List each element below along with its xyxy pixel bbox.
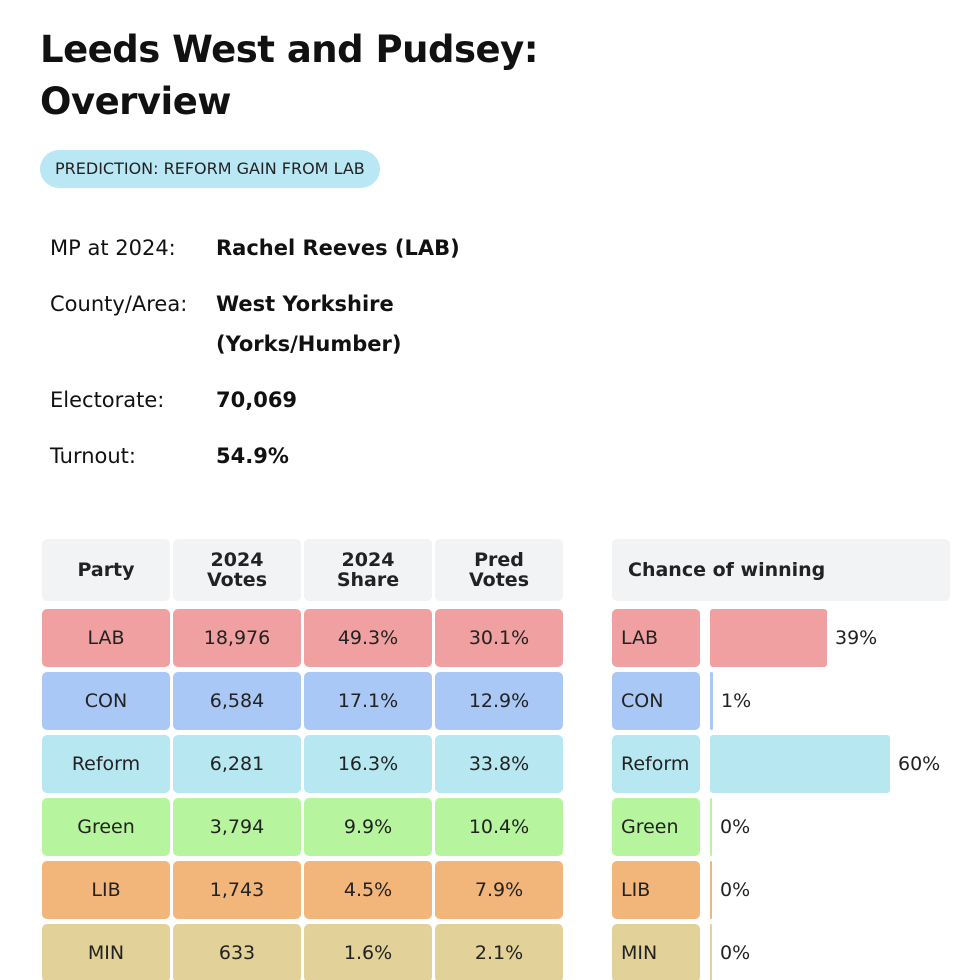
header-pred-votes: Pred Votes (435, 539, 563, 601)
pred-cell: 33.8% (435, 735, 563, 793)
votes-cell: 18,976 (173, 609, 301, 667)
share-cell: 16.3% (304, 735, 432, 793)
votes-cell: 633 (173, 924, 301, 980)
header-line-2: Share (336, 569, 400, 591)
chance-percent: 0% (720, 816, 751, 838)
share-cell: 4.5% (304, 861, 432, 919)
party-cell: MIN (42, 924, 170, 980)
area-value-line-2: (Yorks/Humber) (216, 332, 402, 356)
party-cell: Green (42, 798, 170, 856)
area-value-line-1: West Yorkshire (216, 292, 394, 316)
electorate-label: Electorate: (50, 388, 165, 412)
mp-row: MP at 2024: Rachel Reeves (LAB) (50, 236, 460, 294)
party-cell: LIB (42, 861, 170, 919)
header-line-1: Party (77, 559, 135, 581)
turnout-row: Turnout: 54.9% (50, 444, 460, 502)
constituency-info: MP at 2024: Rachel Reeves (LAB) County/A… (50, 236, 460, 502)
header-line-1: 2024 (210, 549, 264, 571)
chance-party-label: Green (612, 798, 700, 856)
header-party: Party (42, 539, 170, 601)
mp-label: MP at 2024: (50, 236, 176, 260)
pred-cell: 2.1% (435, 924, 563, 980)
title-line-1: Leeds West and Pudsey: (40, 28, 539, 71)
chance-bar (710, 924, 712, 980)
chance-percent: 0% (720, 879, 751, 901)
pred-cell: 12.9% (435, 672, 563, 730)
pred-cell: 10.4% (435, 798, 563, 856)
chance-bar (710, 735, 890, 793)
chance-party-label: MIN (612, 924, 700, 980)
chance-bar (710, 798, 712, 856)
title-line-2: Overview (40, 80, 232, 123)
turnout-label: Turnout: (50, 444, 136, 468)
votes-cell: 6,281 (173, 735, 301, 793)
chance-percent: 1% (721, 690, 752, 712)
chance-party-label: Reform (612, 735, 700, 793)
chance-bar (710, 861, 712, 919)
share-cell: 49.3% (304, 609, 432, 667)
chance-bar (710, 609, 827, 667)
chance-party-label: LAB (612, 609, 700, 667)
pred-cell: 30.1% (435, 609, 563, 667)
votes-cell: 3,794 (173, 798, 301, 856)
electorate-row: Electorate: 70,069 (50, 388, 460, 446)
header-line-1: 2024 (341, 549, 395, 571)
turnout-value: 54.9% (216, 444, 289, 468)
party-cell: LAB (42, 609, 170, 667)
party-cell: CON (42, 672, 170, 730)
header-line-2: Votes (469, 569, 529, 591)
prediction-badge: PREDICTION: REFORM GAIN FROM LAB (40, 150, 380, 188)
pred-cell: 7.9% (435, 861, 563, 919)
area-label: County/Area: (50, 292, 188, 316)
votes-cell: 1,743 (173, 861, 301, 919)
chance-bar (710, 672, 713, 730)
chance-percent: 39% (835, 627, 878, 649)
chance-party-label: LIB (612, 861, 700, 919)
area-value: West Yorkshire (Yorks/Humber) (216, 292, 402, 390)
share-cell: 17.1% (304, 672, 432, 730)
page-title: Leeds West and Pudsey: Overview (40, 24, 640, 128)
chance-party-label: CON (612, 672, 700, 730)
header-line-2: Votes (207, 569, 267, 591)
votes-cell: 6,584 (173, 672, 301, 730)
chance-header: Chance of winning (612, 539, 950, 601)
share-cell: 1.6% (304, 924, 432, 980)
area-row: County/Area: West Yorkshire (Yorks/Humbe… (50, 292, 460, 390)
header-line-1: Pred (474, 549, 524, 571)
chance-percent: 0% (720, 942, 751, 964)
chance-percent: 60% (898, 753, 941, 775)
mp-value: Rachel Reeves (LAB) (216, 236, 460, 260)
party-cell: Reform (42, 735, 170, 793)
header-2024-votes: 2024 Votes (173, 539, 301, 601)
electorate-value: 70,069 (216, 388, 298, 412)
header-2024-share: 2024 Share (304, 539, 432, 601)
share-cell: 9.9% (304, 798, 432, 856)
